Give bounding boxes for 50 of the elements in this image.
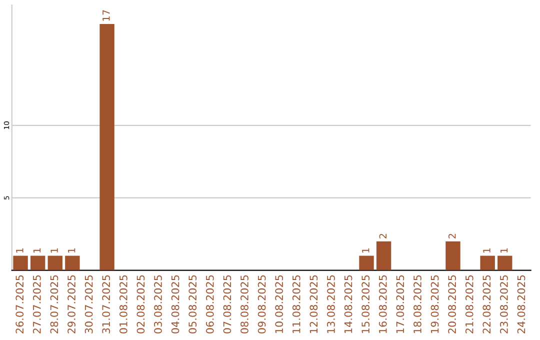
data-label: 1 [16,248,24,253]
data-label: 1 [50,248,58,253]
data-label: 1 [500,248,508,253]
data-label: 1 [33,248,41,253]
x-tick-label: 24.08.2025 [517,275,526,334]
bar [30,256,46,270]
x-tick-label: 15.08.2025 [362,275,370,333]
x-tick-label: 07.08.2025 [223,275,232,334]
x-tick-label: 28.07.2025 [50,275,58,334]
x-tick-label: 12.08.2025 [310,275,318,333]
x-tick-label: 02.08.2025 [136,275,145,334]
x-tick-label: 27.07.2025 [32,275,41,334]
data-label: 1 [483,248,490,253]
bar [480,256,495,270]
x-tick-label: 17.08.2025 [396,275,404,333]
x-tick-label: 18.08.2025 [414,275,422,333]
bar [376,241,392,270]
x-tick-label: 14.08.2025 [344,275,352,333]
x-tick-label: 30.07.2025 [84,275,93,334]
x-tick-label: 20.08.2025 [448,275,456,334]
data-label: 1 [362,248,370,253]
x-tick-label: 03.08.2025 [154,275,162,334]
bar [65,256,80,270]
bar [13,256,28,270]
x-tick-label: 26.07.2025 [16,275,24,334]
data-label: 2 [448,234,456,238]
x-tick-label: 13.08.2025 [327,275,335,333]
x-tick-label: 09.08.2025 [258,275,266,334]
x-tick-label: 08.08.2025 [240,275,248,334]
data-label: 17 [102,10,110,21]
x-tick-label: 19.08.2025 [430,275,439,333]
x-tick-label: 23.08.2025 [500,275,508,334]
x-tick-label: 31.07.2025 [102,275,110,334]
bar [446,241,460,270]
x-tick-label: 21.08.2025 [465,275,474,334]
bar [48,256,62,270]
x-tick-label: 01.08.2025 [119,275,128,334]
bar [359,256,374,270]
x-tick-label: 06.08.2025 [206,275,214,334]
x-tick-label: 10.08.2025 [275,275,284,333]
x-tick-label: 05.08.2025 [188,275,197,334]
x-tick-label: 29.07.2025 [68,275,76,334]
x-tick-label: 04.08.2025 [171,275,180,334]
x-tick-label: 11.08.2025 [292,275,300,333]
x-tick-label: 22.08.2025 [482,275,491,334]
x-tick-label: 16.08.2025 [378,275,387,333]
bar [100,24,114,270]
data-label: 1 [68,248,76,253]
data-label: 2 [379,234,386,238]
bar [498,256,512,270]
